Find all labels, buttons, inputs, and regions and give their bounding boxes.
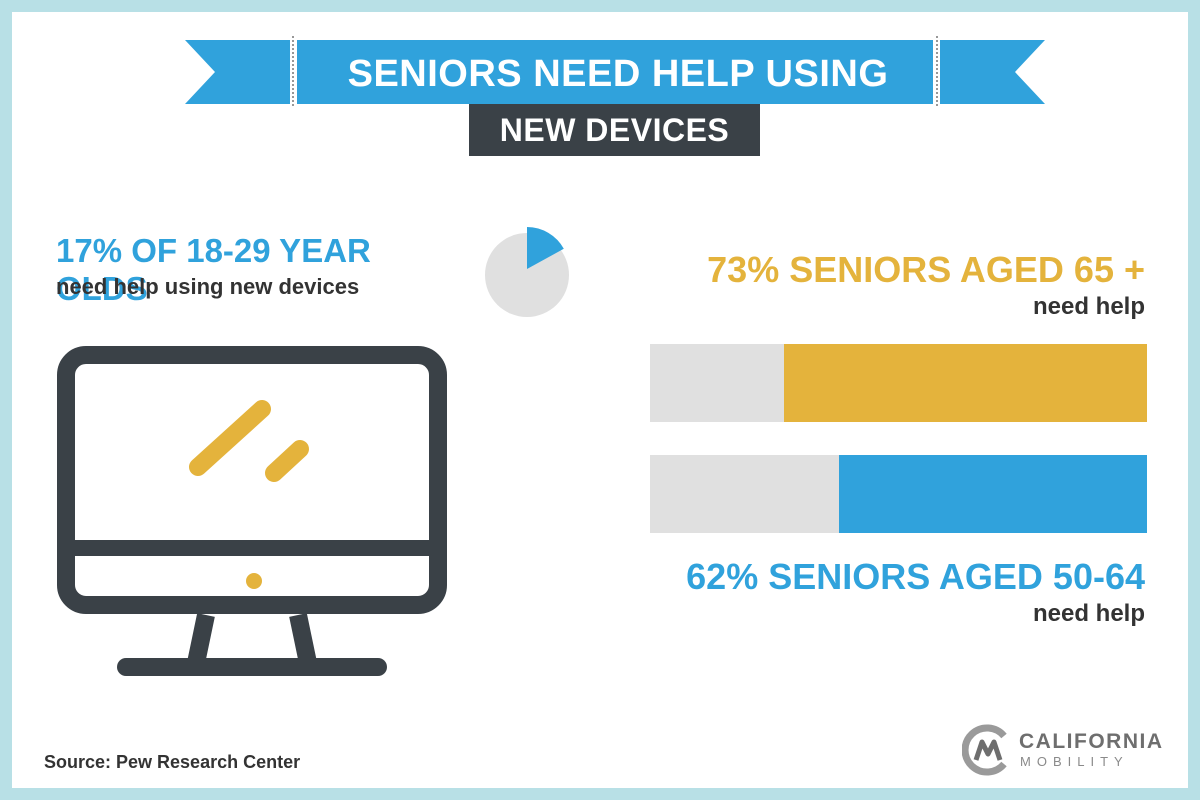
california-mobility-logo-icon — [962, 724, 1007, 776]
seniors-50-headline: 62% SENIORS AGED 50-64 — [686, 556, 1145, 597]
seniors-50-subtext: need help — [1032, 600, 1145, 627]
seniors-65-headline: 73% SENIORS AGED 65 + — [707, 249, 1145, 290]
young-stat-headline: 17% OF 18-29 YEAR OLDS — [56, 232, 371, 307]
seniors-65-bar — [650, 344, 1147, 422]
california-mobility-logo: CALIFORNIA MOBILITY — [962, 724, 1172, 780]
seniors-50-bar — [650, 455, 1147, 533]
seniors-65-bar-fill — [784, 344, 1147, 422]
ribbon-right-tail — [940, 40, 1045, 104]
source-citation: Source: Pew Research Center — [44, 752, 301, 772]
ribbon-left-tail — [185, 40, 290, 104]
pie-chart-icon — [485, 227, 569, 317]
logo-line-2: MOBILITY — [1020, 754, 1129, 769]
ribbon-main — [297, 40, 933, 104]
desktop-monitor-icon — [57, 346, 447, 676]
title-ribbon — [185, 36, 1045, 108]
title-line-1: SENIORS NEED HELP USING — [347, 52, 889, 95]
logo-line-1: CALIFORNIA — [1019, 730, 1164, 753]
young-stat-subtext: need help using new devices — [56, 274, 360, 299]
seniors-65-subtext: need help — [1032, 293, 1145, 320]
pie-slice-17 — [527, 227, 564, 269]
title-line-2: NEW DEVICES — [469, 104, 760, 156]
seniors-50-bar-fill — [838, 455, 1147, 533]
